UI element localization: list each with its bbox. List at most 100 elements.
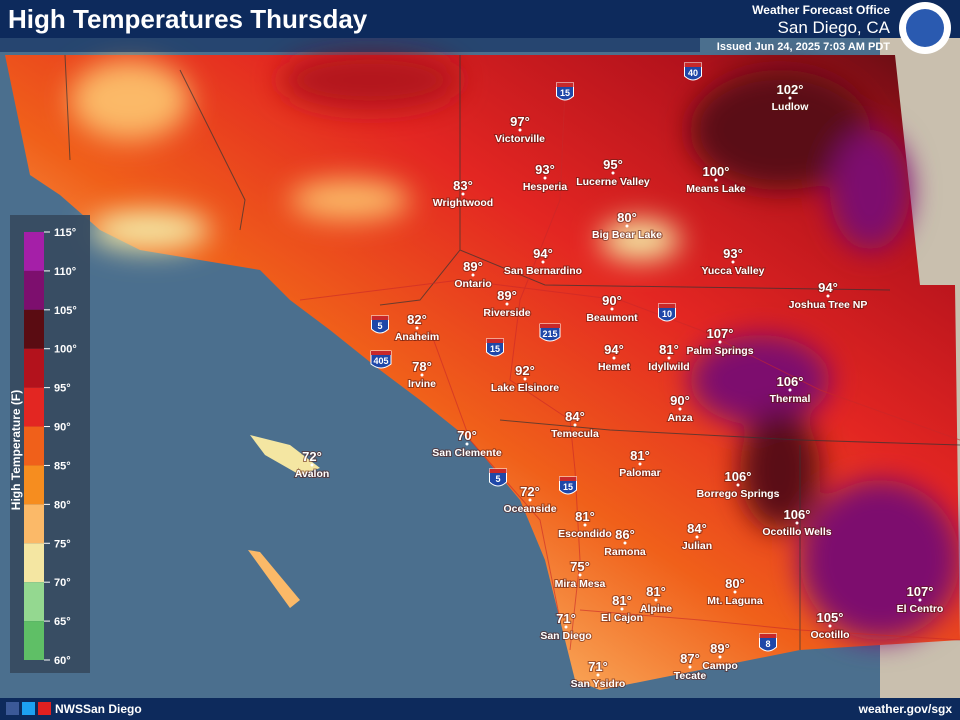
city-temperature: 89° bbox=[710, 641, 730, 656]
interstate-number: 40 bbox=[688, 68, 698, 78]
city-name: Julian bbox=[682, 540, 712, 552]
legend-swatch bbox=[24, 582, 44, 622]
city-name: Ocotillo Wells bbox=[762, 526, 831, 538]
city-dot bbox=[543, 176, 547, 180]
city-dot bbox=[620, 607, 624, 611]
city-dot bbox=[541, 260, 545, 264]
website[interactable]: weather.gov/sgx bbox=[858, 702, 953, 716]
city-temperature: 106° bbox=[725, 469, 752, 484]
city-dot bbox=[596, 673, 600, 677]
footer-bar bbox=[0, 698, 960, 720]
interstate-number: 15 bbox=[560, 88, 570, 98]
city-dot bbox=[415, 326, 419, 330]
city-dot bbox=[654, 598, 658, 602]
city-dot bbox=[528, 498, 532, 502]
city-temperature: 94° bbox=[818, 280, 838, 295]
interstate-shield bbox=[759, 633, 777, 652]
city-temperature: 105° bbox=[817, 610, 844, 625]
city-name: Avalon bbox=[295, 468, 330, 480]
city-dot bbox=[465, 442, 469, 446]
city-dot bbox=[310, 463, 314, 467]
city-name: Palomar bbox=[619, 467, 660, 479]
city-temperature: 83° bbox=[453, 178, 473, 193]
interstate-shield bbox=[486, 338, 504, 357]
interstate-shield-top bbox=[371, 316, 389, 320]
city-temperature: 89° bbox=[497, 288, 517, 303]
interstate-number: 10 bbox=[662, 309, 672, 319]
city-name: Idyllwild bbox=[648, 361, 689, 373]
city-name: Beaumont bbox=[586, 312, 638, 324]
interstate-shield bbox=[539, 323, 561, 342]
city-dot bbox=[736, 483, 740, 487]
legend-tick-label: 75° bbox=[54, 538, 71, 550]
city-temperature: 107° bbox=[907, 584, 934, 599]
city-dot bbox=[718, 340, 722, 344]
legend-title: High Temperature (F) bbox=[9, 390, 23, 510]
city-temperature: 75° bbox=[570, 559, 590, 574]
twitter-icon[interactable] bbox=[22, 702, 35, 715]
interstate-number: 15 bbox=[490, 344, 500, 354]
legend-swatch bbox=[24, 465, 44, 505]
city-temperature: 87° bbox=[680, 651, 700, 666]
city-name: El Centro bbox=[897, 603, 944, 615]
city-temperature: 84° bbox=[565, 409, 585, 424]
city-name: Ludlow bbox=[772, 101, 810, 113]
city-dot bbox=[578, 573, 582, 577]
header-bar bbox=[0, 0, 960, 38]
legend-tick-label: 85° bbox=[54, 460, 71, 472]
city-dot bbox=[564, 625, 568, 629]
city-name: Lucerne Valley bbox=[576, 176, 650, 188]
nws-logo-inner bbox=[906, 9, 944, 47]
city-name: Alpine bbox=[640, 603, 672, 615]
city-name: Tecate bbox=[674, 670, 707, 682]
legend-tick-label: 105° bbox=[54, 305, 77, 317]
interstate-number: 15 bbox=[563, 482, 573, 492]
interstate-shield-top bbox=[559, 477, 577, 481]
legend-swatch bbox=[24, 348, 44, 388]
legend-swatch bbox=[24, 426, 44, 466]
city-dot bbox=[695, 535, 699, 539]
city-temperature: 102° bbox=[777, 82, 804, 97]
city-name: Lake Elsinore bbox=[491, 382, 559, 394]
city-temperature: 70° bbox=[457, 428, 477, 443]
interstate-shield-top bbox=[489, 469, 507, 473]
city-temperature: 78° bbox=[412, 359, 432, 374]
city-name: Means Lake bbox=[686, 183, 746, 195]
city-name: Irvine bbox=[408, 378, 436, 390]
city-name: Hesperia bbox=[523, 181, 568, 193]
legend-tick-label: 90° bbox=[54, 422, 71, 434]
city-temperature: 94° bbox=[604, 342, 624, 357]
city-name: El Cajon bbox=[601, 612, 643, 624]
legend-swatch bbox=[24, 387, 44, 427]
land bbox=[5, 55, 960, 690]
city-temperature: 80° bbox=[725, 576, 745, 591]
city-name: Temecula bbox=[551, 428, 599, 440]
city-name: Ocotillo bbox=[810, 629, 849, 641]
legend-tick-label: 110° bbox=[54, 266, 76, 278]
facebook-icon[interactable] bbox=[6, 702, 19, 715]
city-name: San Ysidro bbox=[571, 678, 626, 690]
city-dot bbox=[788, 388, 792, 392]
social-handle[interactable]: NWSSan Diego bbox=[55, 702, 142, 716]
county-lines bbox=[64, 54, 960, 650]
youtube-icon[interactable] bbox=[38, 702, 51, 715]
city-name: Mt. Laguna bbox=[707, 595, 763, 607]
city-name: San Clemente bbox=[432, 447, 502, 459]
city-temperature: 106° bbox=[777, 374, 804, 389]
city-temperature: 92° bbox=[515, 363, 535, 378]
legend-tick-label: 80° bbox=[54, 499, 71, 511]
city-dot bbox=[718, 655, 722, 659]
interstate-number: 5 bbox=[495, 474, 500, 484]
city-temperature: 94° bbox=[533, 246, 553, 261]
city-name: Hemet bbox=[598, 361, 631, 373]
legend-tick-label: 60° bbox=[54, 655, 71, 667]
city-dot bbox=[518, 128, 522, 132]
interstate-shield bbox=[370, 350, 392, 369]
city-dot bbox=[523, 377, 527, 381]
city-dot bbox=[625, 224, 629, 228]
city-dot bbox=[611, 171, 615, 175]
interstate-shield-top bbox=[759, 634, 777, 638]
city-dot bbox=[688, 665, 692, 669]
issued: Issued Jun 24, 2025 7:03 AM PDT bbox=[717, 41, 890, 53]
city-temperature: 90° bbox=[602, 293, 622, 308]
